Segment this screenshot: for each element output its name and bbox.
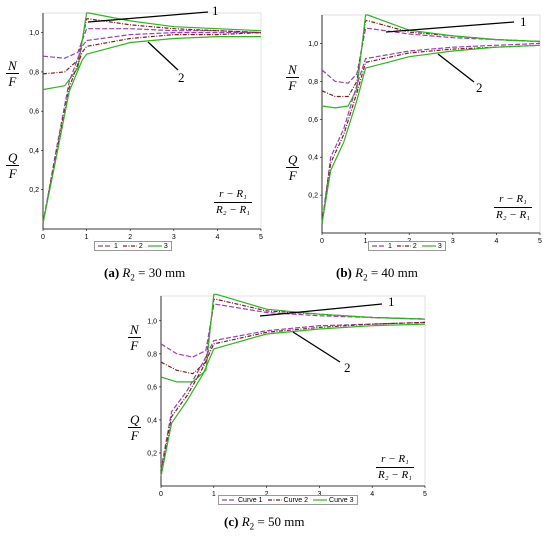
y-tick-label: 0,2 [147,450,157,457]
series-line-q-3 [160,323,426,477]
x-tick-label: 4 [215,234,219,241]
callout-leader-line [437,53,475,83]
callout-leader-line [259,303,383,317]
caption-b: (b) R2 = 40 mm [336,265,418,283]
x-tick-label: 0 [320,238,324,245]
legend-a: 1 2 3 [94,241,172,251]
series-line-n-1 [42,28,262,59]
series-line-n-3 [321,14,541,109]
y-tick-label: 0,2 [29,187,39,194]
legend-b: 1 2 3 [368,241,446,251]
callout-label: 1 [388,294,395,309]
callout-label: 2 [178,70,185,85]
callout-leader-line [292,331,341,363]
x-tick-label: 3 [317,491,321,498]
y-tick-label: 1,0 [308,41,318,48]
callout-leader-line [87,11,209,23]
series-line-q-3 [42,36,261,224]
y-tick-label: 0,4 [308,155,318,162]
x-tick-label: 0 [159,491,163,498]
series-line-n-2 [160,298,426,375]
x-tick-label: 4 [494,238,498,245]
chart-svg-c: 0 1 2 3 4 5 0,2 0,4 0,6 0,8 1,0 1 2 [147,293,427,498]
x-tick-label: 4 [370,491,374,498]
series-line-q-1 [160,321,426,470]
callout-leader-line [147,41,179,71]
legend-item: Curve 3 [313,496,354,504]
callout-leader-line [385,21,515,33]
legend-item: 2 [122,242,143,250]
x-axis-label-a: r − R₁ R₂ − R₁ [214,188,253,216]
y-tick-label: 0,4 [29,148,39,155]
y-tick-label: 0,6 [29,109,39,116]
series-line-n-2 [321,20,541,98]
series-line-q-1 [321,42,541,224]
x-tick-label: 5 [259,234,263,241]
y-tick-label: 0,2 [308,193,318,200]
x-tick-label: 3 [172,234,176,241]
legend-c: Curve 1 Curve 2 Curve 3 [218,495,358,505]
caption-c: (c) R2 = 50 mm [224,514,305,532]
y-tick-label: 1,0 [29,30,39,37]
x-tick-label: 1 [85,234,89,241]
x-tick-label: 5 [423,491,427,498]
x-tick-label: 2 [265,491,269,498]
callout-label: 1 [520,14,527,29]
x-axis-label-b: r − R₁ R₂ − R₁ [494,193,533,221]
series-line-q-2 [160,321,426,473]
y-tick-label: 0,8 [29,69,39,76]
x-tick-label: 5 [538,238,542,245]
series-line-n-1 [321,27,541,84]
legend-item: 3 [421,242,442,250]
y-tick-label: 0,8 [308,79,318,86]
chart-svg-a: 0 1 2 3 4 5 0,2 0,4 0,6 0,8 1,0 1 2 [29,3,263,241]
x-tick-label: 0 [41,234,45,241]
series-line-q-3 [321,44,541,224]
x-axis-label-c: r − R₁ R₂ − R₁ [376,453,415,481]
legend-item: Curve 1 [222,496,263,504]
legend-item: Curve 2 [267,496,309,504]
y-tick-label: 0,4 [147,417,157,424]
legend-item: 3 [147,242,168,250]
series-line-n-2 [42,18,262,75]
x-tick-label: 2 [128,234,132,241]
caption-a: (a) R2 = 30 mm [104,265,186,283]
x-tick-label: 1 [212,491,216,498]
legend-item: 2 [396,242,417,250]
legend-item: 1 [98,242,118,250]
x-tick-label: 1 [364,238,368,245]
y-tick-label: 0,8 [147,351,157,358]
series-line-n-3 [160,293,426,383]
callout-label: 2 [344,360,351,375]
legend-item: 1 [372,242,392,250]
y-tick-label: 0,6 [308,117,318,124]
callout-label: 1 [212,3,219,18]
y-tick-label: 0,6 [147,384,157,391]
x-tick-label: 3 [451,238,455,245]
series-line-q-1 [42,32,261,224]
callout-label: 2 [476,80,483,95]
y-tick-label: 1,0 [147,318,157,325]
series-line-n-3 [42,12,262,91]
